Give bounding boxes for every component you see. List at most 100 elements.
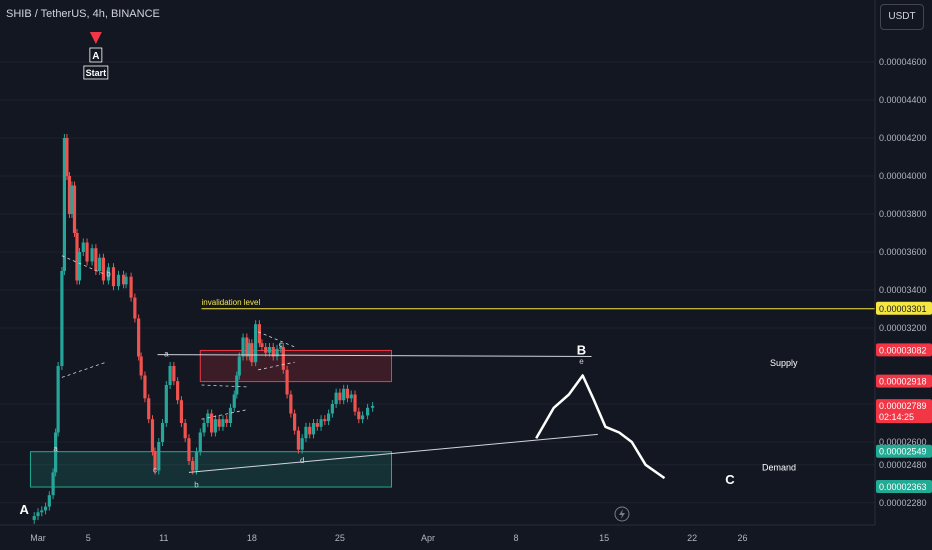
candle-body bbox=[129, 276, 133, 298]
triangle-line bbox=[201, 384, 247, 388]
candle-body bbox=[360, 415, 365, 420]
candle-body bbox=[137, 318, 141, 357]
start-arrow-icon bbox=[89, 32, 102, 44]
candle-body bbox=[150, 419, 155, 452]
candle-body bbox=[349, 394, 353, 399]
candle-body bbox=[139, 356, 143, 376]
candle-body bbox=[51, 472, 55, 496]
candle-body bbox=[275, 348, 279, 357]
candle-body bbox=[232, 394, 236, 408]
wave-label: A bbox=[19, 502, 29, 517]
price-label-text: 0.00003301 bbox=[879, 304, 927, 314]
candle-body bbox=[172, 366, 176, 382]
candle-body bbox=[237, 356, 241, 376]
currency-button[interactable]: USDT bbox=[880, 4, 924, 30]
price-tick-label: 0.00003800 bbox=[879, 209, 927, 219]
candle-body bbox=[62, 138, 67, 271]
price-label-text: 0.00002789 bbox=[879, 401, 927, 411]
price-tick-label: 0.00003600 bbox=[879, 247, 927, 257]
candle-body bbox=[281, 347, 285, 370]
candle-body bbox=[267, 347, 272, 353]
candle-body bbox=[293, 413, 297, 431]
candle-body bbox=[54, 432, 58, 473]
replay-icon[interactable] bbox=[614, 506, 630, 522]
price-label-text: 0.00002918 bbox=[879, 377, 927, 387]
candle-body bbox=[250, 343, 254, 363]
candle-body bbox=[260, 343, 264, 347]
candle-body bbox=[75, 233, 79, 281]
candle-body bbox=[257, 324, 262, 344]
candle-body bbox=[121, 274, 126, 285]
candle-body bbox=[47, 495, 51, 507]
candle-body bbox=[70, 185, 74, 214]
candle-body bbox=[308, 426, 312, 435]
demand-zone bbox=[29, 451, 392, 488]
price-label-text: 0.00002363 bbox=[879, 482, 927, 492]
price-tick-label: 0.00002600 bbox=[879, 437, 927, 447]
candle-body bbox=[179, 400, 184, 423]
candle-body bbox=[191, 461, 195, 471]
triangle-line bbox=[61, 361, 107, 378]
candle-body bbox=[85, 242, 89, 262]
wave-label: c bbox=[279, 340, 283, 349]
candle-body bbox=[210, 413, 214, 433]
candle-body bbox=[65, 138, 69, 176]
candle-body bbox=[213, 419, 217, 433]
candle-body bbox=[60, 271, 64, 366]
candle-body bbox=[116, 274, 121, 287]
price-tick-label: 0.00003200 bbox=[879, 323, 927, 333]
candle-body bbox=[43, 506, 48, 511]
wave-label: a bbox=[53, 445, 58, 454]
candle-body bbox=[338, 392, 342, 401]
time-tick-label: 25 bbox=[335, 533, 345, 543]
candle-body bbox=[157, 442, 161, 471]
candle-body bbox=[106, 267, 111, 281]
wave-label: C bbox=[725, 472, 735, 487]
candles bbox=[32, 134, 375, 524]
projection-path bbox=[535, 374, 666, 480]
candle-body bbox=[271, 347, 275, 357]
price-label-text: 0.00003082 bbox=[879, 345, 927, 355]
candle-body bbox=[304, 426, 308, 439]
price-label-demand_top: 0.00002549 bbox=[876, 444, 932, 458]
wave-label: a bbox=[164, 350, 169, 359]
candle-body bbox=[228, 407, 233, 423]
candle-body bbox=[245, 337, 249, 357]
candle-body bbox=[241, 337, 245, 357]
time-tick-label: 18 bbox=[247, 533, 257, 543]
candle-body bbox=[289, 394, 293, 414]
wave-label: d bbox=[300, 456, 304, 465]
triangle-line bbox=[61, 255, 107, 276]
wave-label: e bbox=[579, 357, 584, 366]
candle-body bbox=[164, 385, 168, 423]
trend-line bbox=[157, 354, 592, 357]
candle-body bbox=[330, 404, 334, 414]
candle-body bbox=[217, 419, 221, 427]
candle-body bbox=[311, 423, 316, 435]
candle-body bbox=[264, 347, 268, 353]
candle-body bbox=[168, 366, 172, 385]
price-tick-label: 0.00002280 bbox=[879, 498, 927, 508]
wave-label: c bbox=[153, 465, 157, 474]
time-tick-label: Apr bbox=[421, 533, 435, 543]
candle-body bbox=[254, 324, 258, 363]
candle-body bbox=[111, 267, 116, 287]
start-tag: A Start bbox=[83, 32, 109, 80]
candle-body bbox=[194, 451, 199, 471]
time-axis[interactable]: Mar 5 11 18 25 Apr 8 15 22 26 bbox=[0, 524, 875, 543]
candle-body bbox=[279, 347, 283, 349]
price-tick-label: 0.00004400 bbox=[879, 95, 927, 105]
time-tick-label: 26 bbox=[737, 533, 747, 543]
candle-body bbox=[247, 343, 251, 357]
candle-body bbox=[326, 413, 331, 422]
price-axis[interactable]: 0.00004600 0.00004400 0.00004200 0.00004000… bbox=[874, 0, 932, 525]
candle-body bbox=[323, 419, 327, 422]
candle-body bbox=[40, 510, 44, 513]
candle-body bbox=[357, 411, 361, 420]
price-label-supply_top: 0.00003082 bbox=[876, 343, 932, 357]
price-tick-label: 0.00003400 bbox=[879, 285, 927, 295]
supply-label: Supply bbox=[770, 358, 798, 368]
trend-line bbox=[188, 433, 598, 473]
